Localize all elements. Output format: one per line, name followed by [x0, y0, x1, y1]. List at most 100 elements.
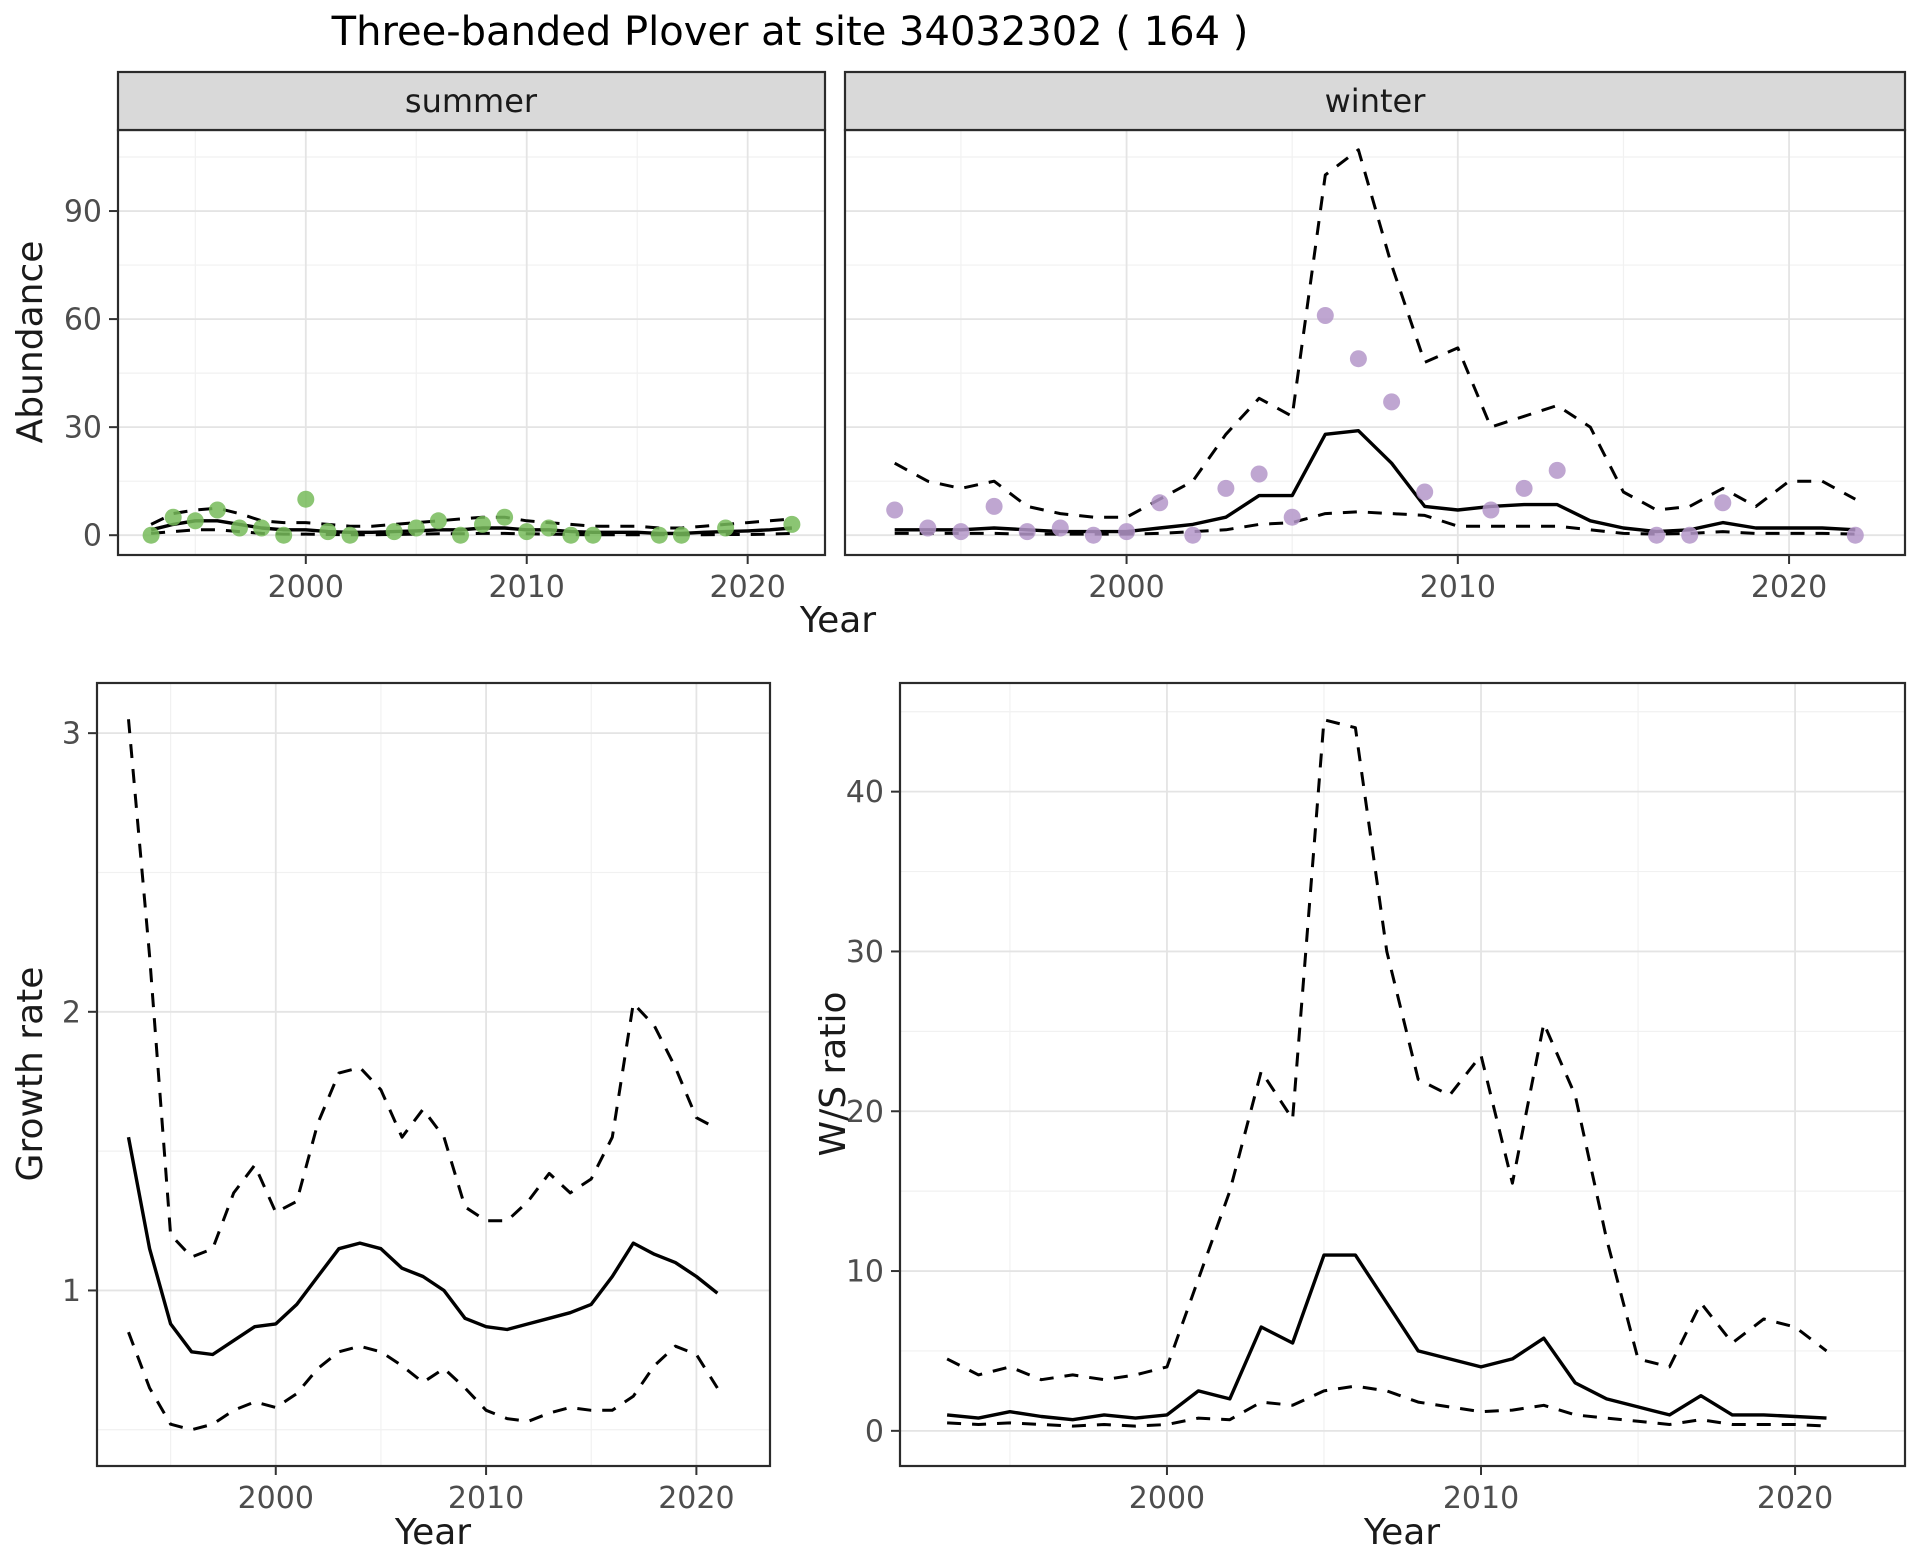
facet-strip-summer-label: summer: [405, 82, 538, 120]
summer-data-point: [540, 519, 558, 537]
x-tick-label: 2020: [1757, 1481, 1833, 1516]
series-layer: [126, 719, 719, 1432]
summer-data-point: [208, 501, 226, 519]
x-tick-label: 2020: [1751, 570, 1827, 605]
panel-background: [118, 130, 825, 555]
y-tick-label: 90: [64, 195, 102, 230]
x-tick-label: 2000: [1088, 570, 1164, 605]
ws-upper_ci-line: [946, 718, 1828, 1382]
summer-data-point: [584, 526, 602, 544]
winter-data-point: [1648, 526, 1666, 544]
winter-data-point: [1084, 526, 1102, 544]
panel-border: [898, 681, 1907, 1468]
winter-data-point: [1118, 523, 1136, 541]
summer-data-point: [717, 519, 735, 537]
chart-title: Three-banded Plover at site 34032302 ( 1…: [331, 9, 1249, 55]
winter-data-point: [1482, 501, 1500, 519]
y-tick-label: 20: [846, 1095, 884, 1130]
winter-data-point: [952, 523, 970, 541]
y-tick-label: 0: [83, 519, 102, 554]
x-tick-label: 2000: [268, 570, 344, 605]
summer-upper_ci-line: [150, 506, 793, 530]
panel-ws-ratio: 2000 2010 2020 0 10 20 30 40: [846, 681, 1907, 1516]
winter-data-point: [1051, 519, 1069, 537]
facet-strip-summer: [116, 70, 827, 132]
summer-data-point: [253, 519, 271, 537]
x-tick-label: 2000: [1129, 1481, 1205, 1516]
winter-data-point: [1383, 393, 1401, 411]
series-layer: [946, 718, 1828, 1428]
summer-data-point: [452, 526, 469, 544]
y-tick-label: 0: [865, 1414, 884, 1449]
winter-data-point: [886, 501, 904, 519]
series-layer: [886, 148, 1864, 544]
x-axis-title-top: Year: [799, 600, 876, 641]
panel-summer-abundance: 2000 2010 2020 0 30 60 90: [64, 128, 827, 605]
summer-data-point: [783, 515, 801, 533]
summer-data-point: [496, 508, 514, 526]
summer-data-point: [407, 519, 425, 537]
summer-data-point: [142, 526, 160, 544]
winter-data-point: [1316, 307, 1334, 324]
winter-data-point: [1416, 483, 1434, 501]
x-tick-label: 2010: [489, 570, 565, 605]
summer-data-point: [275, 526, 293, 544]
winter-data-point: [1018, 523, 1036, 541]
panel-background: [97, 683, 770, 1466]
x-axis-title-growth: Year: [394, 1512, 471, 1553]
x-axis-title-ws: Year: [1363, 1512, 1440, 1553]
winter-data-point: [1184, 526, 1202, 544]
x-tick-label: 2020: [709, 570, 785, 605]
facet-strip-winter-label: winter: [1325, 82, 1427, 120]
y-tick-label: 30: [846, 935, 884, 970]
summer-data-point: [562, 526, 580, 544]
summer-data-point: [474, 515, 491, 533]
winter-data-point: [985, 497, 1003, 515]
winter-data-point: [1548, 461, 1566, 479]
winter-data-point: [1714, 494, 1732, 512]
summer-data-point: [341, 526, 359, 544]
winter-data-point: [1151, 494, 1169, 512]
winter-data-point: [1283, 508, 1301, 526]
summer-data-point: [650, 526, 668, 544]
panel-background: [900, 683, 1905, 1466]
x-tick-label: 2010: [448, 1481, 524, 1516]
summer-data-point: [319, 523, 337, 541]
winter-upper_ci-line: [893, 148, 1857, 519]
y-tick-label: 2: [62, 995, 81, 1030]
summer-data-point: [429, 512, 447, 530]
y-tick-label: 30: [64, 411, 102, 446]
winter-data-point: [1846, 526, 1864, 544]
panel-growth-rate: 2000 2010 2020 1 2 3: [62, 681, 772, 1516]
winter-data-point: [1515, 479, 1533, 497]
ws-estimate-line: [946, 1253, 1827, 1422]
growth-lower_ci-line: [127, 1331, 719, 1432]
summer-data-point: [518, 523, 536, 541]
y-tick-label: 1: [62, 1274, 81, 1309]
growth-upper_ci-line: [127, 719, 719, 1259]
panel-border: [95, 681, 772, 1468]
y-axis-title-ws-ratio: W/S ratio: [813, 991, 854, 1156]
y-tick-label: 40: [846, 775, 884, 810]
y-tick-label: 60: [64, 303, 102, 338]
summer-data-point: [297, 490, 315, 508]
panel-background: [845, 130, 1905, 555]
growth-estimate-line: [126, 1136, 719, 1357]
winter-data-point: [919, 519, 937, 537]
summer-data-point: [164, 508, 182, 526]
x-tick-label: 2010: [1443, 1481, 1519, 1516]
winter-data-point: [1250, 465, 1268, 483]
winter-data-point: [1681, 526, 1699, 544]
summer-data-point: [672, 526, 690, 544]
y-tick-label: 3: [62, 717, 81, 752]
winter-data-point: [1217, 479, 1235, 497]
panel-winter-abundance: 2000 2010 2020: [843, 128, 1907, 605]
y-tick-label: 10: [846, 1255, 884, 1290]
x-tick-label: 2020: [658, 1481, 734, 1516]
x-tick-label: 2000: [238, 1481, 314, 1516]
y-axis-title-growth-rate: Growth rate: [10, 967, 51, 1182]
summer-data-point: [231, 519, 248, 537]
facet-strip-winter: [843, 70, 1907, 132]
